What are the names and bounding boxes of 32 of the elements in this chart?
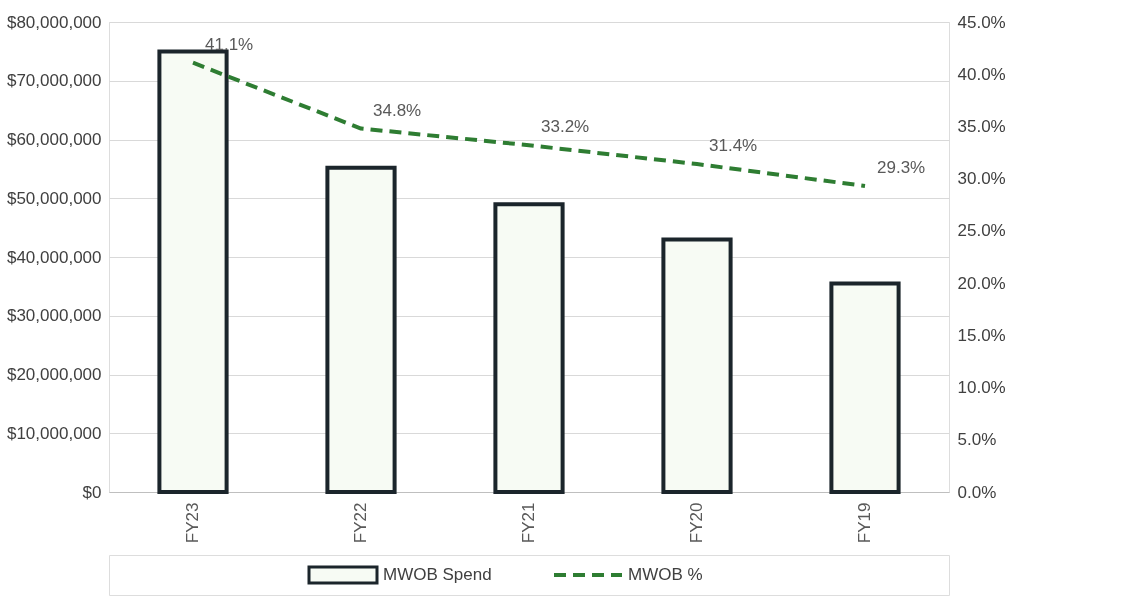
data-label: 33.2% <box>541 117 590 137</box>
y2-tick-label: 0.0% <box>957 482 997 502</box>
data-label: 31.4% <box>709 136 758 156</box>
y-tick-label: $50,000,000 <box>6 188 102 208</box>
y2-tick-label: 35.0% <box>957 116 1006 136</box>
x-tick-label: FY23 <box>183 502 202 544</box>
y2-tick-label: 5.0% <box>957 430 997 450</box>
y2-tick-label: 10.0% <box>957 378 1006 398</box>
x-tick-label: FY22 <box>351 502 370 544</box>
line-series <box>191 60 867 188</box>
y2-tick-label: 40.0% <box>957 64 1006 84</box>
y-tick-label: $30,000,000 <box>6 306 102 326</box>
y-tick-label: $0 <box>82 482 102 502</box>
x-tick-label: FY21 <box>519 502 538 544</box>
y2-tick-label: 25.0% <box>957 221 1006 241</box>
y2-tick-label: 30.0% <box>957 169 1006 189</box>
y-tick-label: $40,000,000 <box>6 247 102 267</box>
y2-tick-label: 20.0% <box>957 273 1006 293</box>
y2-tick-label: 15.0% <box>957 325 1006 345</box>
legend-label: MWOB % <box>628 565 703 584</box>
y-tick-label: $20,000,000 <box>6 365 102 384</box>
data-label: 41.1% <box>205 34 254 54</box>
data-label: 34.8% <box>373 100 422 120</box>
y-tick-label: $80,000,000 <box>6 12 102 32</box>
y-tick-label: $60,000,000 <box>6 130 102 149</box>
legend-label: MWOB Spend <box>383 565 492 584</box>
x-tick-label: FY20 <box>687 502 706 544</box>
y2-tick-label: 45.0% <box>957 12 1006 32</box>
y-tick-label: $70,000,000 <box>6 71 102 91</box>
x-tick-label: FY19 <box>855 502 874 544</box>
data-label: 29.3% <box>877 157 926 177</box>
y-tick-label: $10,000,000 <box>6 423 102 443</box>
